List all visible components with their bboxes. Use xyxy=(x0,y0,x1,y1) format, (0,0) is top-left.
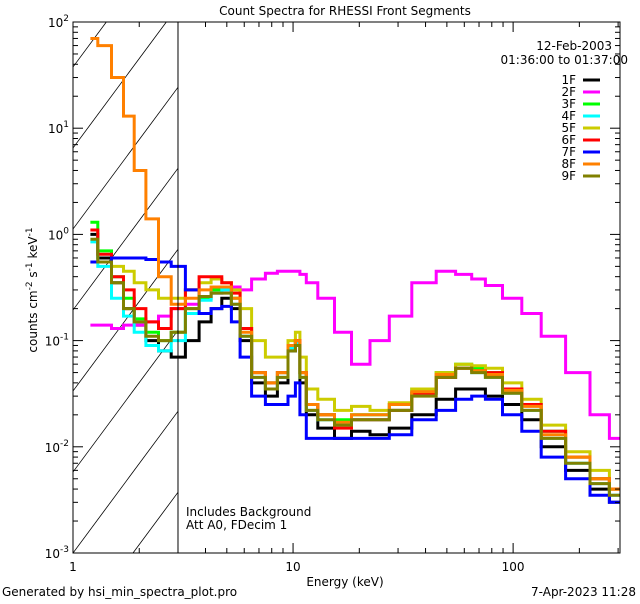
legend-label: 1F xyxy=(561,73,576,87)
legend-label: 6F xyxy=(561,133,576,147)
series-9F xyxy=(90,237,620,497)
y-tick-label: 101 xyxy=(48,120,69,136)
series-1F xyxy=(90,232,620,504)
hatch-line xyxy=(73,329,178,473)
x-tick-label: 100 xyxy=(502,560,525,574)
legend-label: 5F xyxy=(561,121,576,135)
timestamp-label: 7-Apr-2023 11:28 xyxy=(531,585,636,599)
hatch-line xyxy=(73,410,178,553)
y-tick-label: 100 xyxy=(48,226,69,242)
y-tick-label: 102 xyxy=(48,14,69,30)
series-7F xyxy=(90,256,620,504)
legend-label: 8F xyxy=(561,157,576,171)
x-axis-label: Energy (keV) xyxy=(306,575,383,589)
annotation-background: Includes Background xyxy=(186,505,311,519)
y-tick-label: 10-3 xyxy=(45,545,69,561)
date-label: 12-Feb-2003 xyxy=(536,39,612,53)
y-tick-label: 10-2 xyxy=(45,439,69,455)
x-tick-label: 10 xyxy=(285,560,300,574)
legend-label: 7F xyxy=(561,145,576,159)
legend-label: 4F xyxy=(561,109,576,123)
legend-label: 2F xyxy=(561,85,576,99)
y-tick-label: 10-1 xyxy=(45,333,69,349)
excluded-region-hatch xyxy=(73,22,178,553)
legend-label: 9F xyxy=(561,169,576,183)
plot-frame xyxy=(72,21,621,554)
time-range-label: 01:36:00 to 01:37:00 xyxy=(501,53,628,67)
chart-title: Count Spectra for RHESSI Front Segments xyxy=(219,4,471,18)
y-axis-label: counts cm-2 s-1 keV-1 xyxy=(25,227,40,352)
legend-label: 3F xyxy=(561,97,576,111)
x-tick-label: 1 xyxy=(69,560,77,574)
hatch-line xyxy=(73,248,178,392)
series-6F xyxy=(90,228,620,491)
generated-by-label: Generated by hsi_min_spectra_plot.pro xyxy=(2,585,237,599)
annotation-attenuator: Att A0, FDecim 1 xyxy=(186,518,287,532)
